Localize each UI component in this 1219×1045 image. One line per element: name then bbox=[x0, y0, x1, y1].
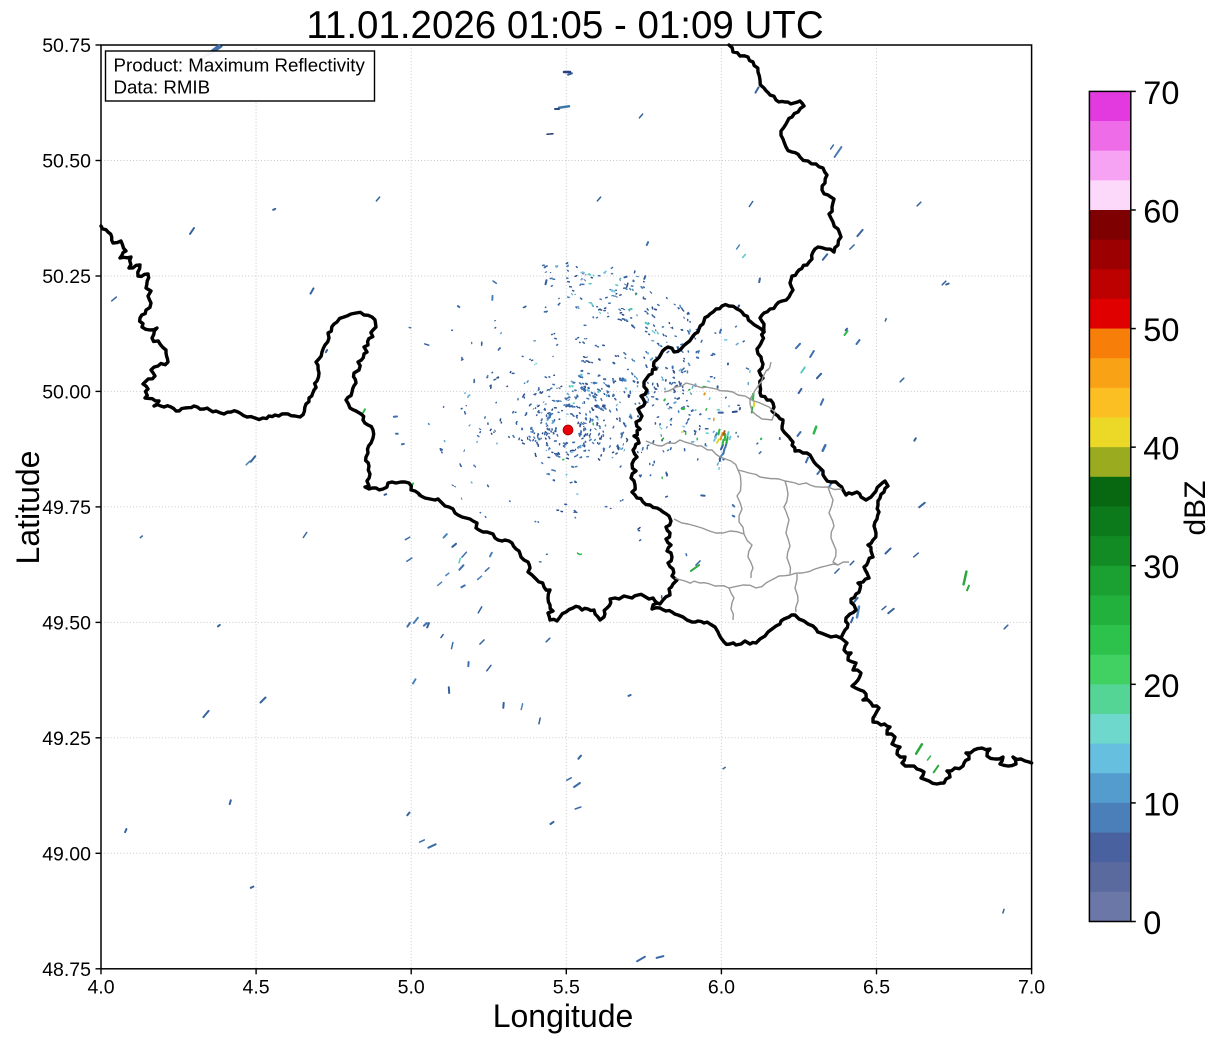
svg-text:6.0: 6.0 bbox=[708, 977, 735, 999]
svg-text:70: 70 bbox=[1143, 75, 1179, 111]
svg-text:4.5: 4.5 bbox=[243, 977, 270, 999]
svg-text:dBZ: dBZ bbox=[1179, 480, 1212, 535]
svg-text:11.01.2026 01:05 - 01:09 UTC: 11.01.2026 01:05 - 01:09 UTC bbox=[306, 4, 823, 47]
svg-text:49.25: 49.25 bbox=[42, 728, 91, 750]
svg-text:49.75: 49.75 bbox=[42, 497, 91, 519]
svg-text:Latitude: Latitude bbox=[10, 451, 46, 565]
svg-text:Data: RMIB: Data: RMIB bbox=[114, 77, 211, 98]
svg-text:50.50: 50.50 bbox=[42, 151, 91, 173]
svg-text:5.5: 5.5 bbox=[553, 977, 580, 999]
svg-text:6.5: 6.5 bbox=[863, 977, 890, 999]
svg-text:50.25: 50.25 bbox=[42, 266, 91, 288]
svg-text:7.0: 7.0 bbox=[1018, 977, 1045, 999]
svg-text:20: 20 bbox=[1143, 668, 1179, 704]
svg-text:40: 40 bbox=[1143, 431, 1179, 467]
svg-text:5.0: 5.0 bbox=[398, 977, 425, 999]
svg-text:4.0: 4.0 bbox=[87, 977, 114, 999]
svg-text:60: 60 bbox=[1143, 193, 1179, 229]
svg-text:50.00: 50.00 bbox=[42, 381, 91, 403]
svg-text:10: 10 bbox=[1143, 786, 1179, 822]
svg-text:Longitude: Longitude bbox=[493, 998, 634, 1034]
svg-text:49.00: 49.00 bbox=[42, 843, 91, 865]
svg-text:Product: Maximum Reflectivity: Product: Maximum Reflectivity bbox=[114, 55, 366, 76]
svg-text:0: 0 bbox=[1143, 905, 1161, 941]
svg-text:50: 50 bbox=[1143, 312, 1179, 348]
svg-text:30: 30 bbox=[1143, 549, 1179, 585]
svg-text:49.50: 49.50 bbox=[42, 612, 91, 634]
svg-text:48.75: 48.75 bbox=[42, 959, 91, 981]
svg-text:50.75: 50.75 bbox=[42, 35, 91, 57]
